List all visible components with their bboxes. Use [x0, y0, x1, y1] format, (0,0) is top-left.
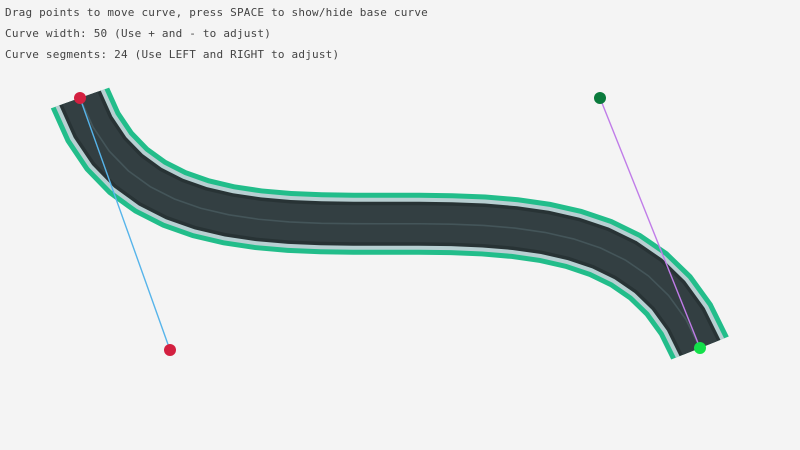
start-handle-line — [79, 97, 171, 351]
hud-line-instructions: Drag points to move curve, press SPACE t… — [5, 6, 428, 19]
end-handle-line — [599, 97, 701, 349]
end-handle-control-point[interactable] — [594, 92, 606, 104]
end-handle-anchor-point[interactable] — [694, 342, 706, 354]
start-handle-anchor-point[interactable] — [74, 92, 86, 104]
hud-line-curve-width: Curve width: 50 (Use + and - to adjust) — [5, 27, 272, 40]
curve-center-line — [79, 97, 701, 349]
start-handle-control-point[interactable] — [164, 344, 176, 356]
hud-line-curve-segments: Curve segments: 24 (Use LEFT and RIGHT t… — [5, 48, 340, 61]
